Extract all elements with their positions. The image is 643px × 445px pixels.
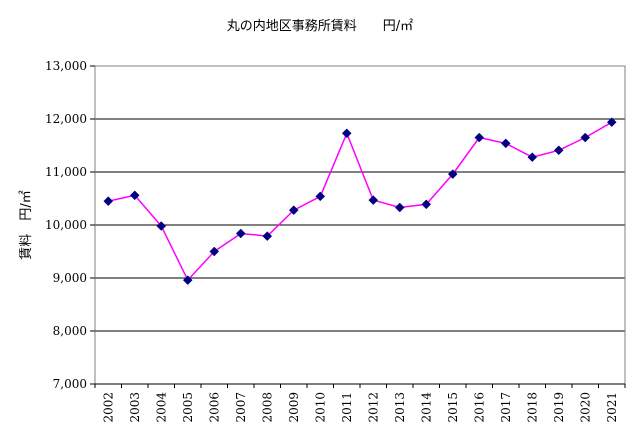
data-point-marker xyxy=(500,138,511,149)
data-point-marker xyxy=(235,228,246,239)
x-tick-label: 2011 xyxy=(340,392,354,423)
x-tick-label: 2005 xyxy=(181,392,195,423)
data-point-marker xyxy=(288,205,299,216)
data-point-marker xyxy=(394,202,405,213)
x-tick-label: 2016 xyxy=(472,392,486,423)
x-tick-label: 2010 xyxy=(313,392,327,423)
data-point-marker xyxy=(447,169,458,179)
x-tick-label: 2002 xyxy=(101,392,115,423)
data-point-marker xyxy=(262,231,273,241)
data-point-marker xyxy=(580,132,591,143)
x-tick-label: 2020 xyxy=(578,392,592,423)
chart-title: 丸の内地区事務所賃料 円/㎡ xyxy=(227,18,413,34)
data-point-marker xyxy=(474,132,485,143)
y-tick-label: 8,000 xyxy=(53,324,87,338)
y-tick-label: 9,000 xyxy=(53,271,87,285)
x-tick-label: 2021 xyxy=(605,392,619,423)
data-markers xyxy=(103,117,617,285)
data-point-marker xyxy=(103,196,114,207)
y-tick-label: 10,000 xyxy=(45,218,87,232)
y-axis-ticks: 7,000 8,000 9,000 10,000 11,000 12,000 13,000 xyxy=(45,59,95,391)
x-tick-label: 2003 xyxy=(128,392,142,423)
data-point-marker xyxy=(341,128,352,139)
x-tick-label: 2004 xyxy=(154,392,168,423)
data-point-marker xyxy=(421,199,432,210)
series-line xyxy=(108,121,613,282)
x-tick-label: 2015 xyxy=(446,392,460,423)
y-tick-label: 13,000 xyxy=(45,59,87,73)
y-tick-label: 12,000 xyxy=(45,112,87,126)
x-tick-label: 2013 xyxy=(393,392,407,423)
x-tick-label: 2006 xyxy=(207,392,221,423)
x-tick-label: 2019 xyxy=(552,392,566,423)
x-tick-label: 2007 xyxy=(234,392,248,423)
data-point-marker xyxy=(368,195,379,205)
x-tick-label: 2017 xyxy=(499,392,513,423)
gridlines xyxy=(95,118,625,332)
data-point-marker xyxy=(315,191,326,202)
data-point-marker xyxy=(527,152,538,163)
data-point-marker xyxy=(156,221,167,231)
data-point-marker xyxy=(606,117,617,128)
data-point-marker xyxy=(129,190,140,201)
x-tick-label: 2012 xyxy=(366,392,380,423)
data-point-marker xyxy=(209,246,220,257)
x-tick-label: 2014 xyxy=(419,392,433,423)
data-point-marker xyxy=(553,145,564,156)
x-axis-ticks: 2002 2003 2004 2005 2006 2007 2008 2009 2010 2011… xyxy=(94,383,626,423)
series-line-layer xyxy=(108,121,613,282)
y-axis-title: 賃料 円/㎡ xyxy=(19,190,34,259)
x-tick-label: 2009 xyxy=(287,392,301,423)
x-tick-label: 2008 xyxy=(260,392,274,423)
y-tick-label: 11,000 xyxy=(45,165,87,179)
y-tick-label: 7,000 xyxy=(53,377,87,391)
data-point-marker xyxy=(182,275,193,285)
x-tick-label: 2018 xyxy=(525,392,539,423)
